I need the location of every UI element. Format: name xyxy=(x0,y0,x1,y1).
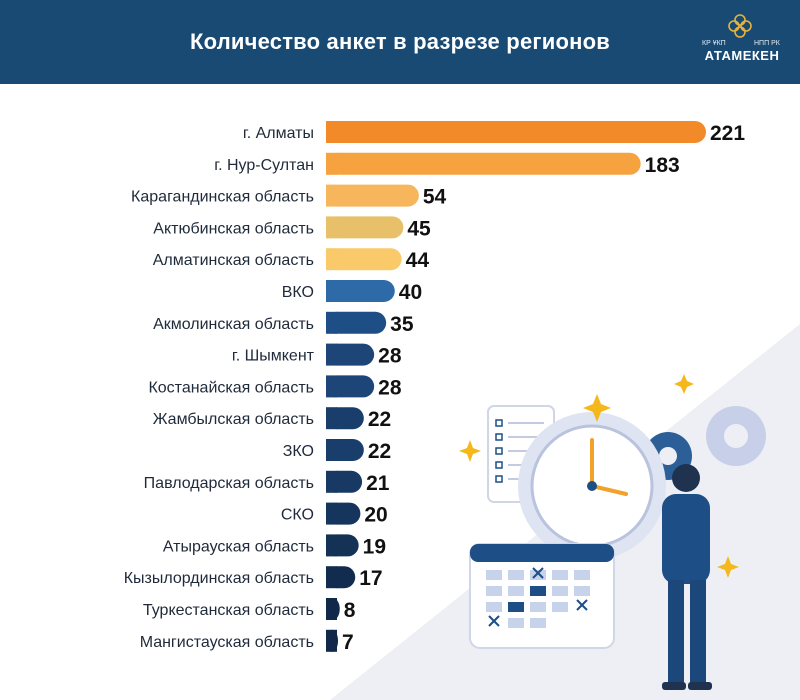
category-label: г. Нур-Султан xyxy=(214,157,314,174)
bar-base xyxy=(326,375,337,398)
bar-base xyxy=(326,216,337,239)
category-label: Алматинская область xyxy=(153,252,314,269)
calendar-icon xyxy=(469,543,615,649)
category-label: Мангистауская область xyxy=(140,634,314,651)
bar-base xyxy=(326,439,337,461)
bar-base xyxy=(326,407,337,430)
bar-base xyxy=(326,502,337,525)
bar-base xyxy=(326,534,337,557)
category-label: СКО xyxy=(281,507,314,524)
sparkle-icon xyxy=(459,374,739,578)
logo-name: АТАМЕКЕН xyxy=(704,48,780,63)
bar xyxy=(326,248,402,271)
bar xyxy=(326,152,641,175)
category-label: г. Алматы xyxy=(243,125,314,142)
bar-base xyxy=(326,248,337,271)
value-label: 17 xyxy=(359,567,382,590)
bar-base xyxy=(326,629,337,652)
value-label: 22 xyxy=(368,408,391,431)
bar-base xyxy=(326,470,337,493)
clock-calendar-illustration xyxy=(459,374,766,690)
bar xyxy=(326,375,375,398)
category-label: Жамбылская область xyxy=(153,411,314,428)
value-label: 7 xyxy=(342,631,354,654)
atameken-logo-icon xyxy=(728,14,752,38)
category-label: Туркестанская область xyxy=(143,602,314,619)
value-label: 20 xyxy=(364,504,387,527)
value-label: 44 xyxy=(406,249,430,272)
value-label: 40 xyxy=(399,281,422,304)
value-label: 19 xyxy=(363,535,386,558)
category-label: Акмолинская область xyxy=(153,316,314,333)
bar-base xyxy=(326,152,337,175)
value-label: 21 xyxy=(366,472,390,495)
value-label: 221 xyxy=(710,122,745,145)
value-label: 8 xyxy=(344,599,356,622)
page-title: Количество анкет в разрезе регионов xyxy=(190,29,610,54)
bar-chart: г. Алматы 221 г. Нур-Султан 183 Карагандинск… xyxy=(124,121,745,654)
header-bar: Количество анкет в разрезе регионов КР Ұ… xyxy=(0,0,800,84)
value-label: 45 xyxy=(407,217,431,240)
bar xyxy=(326,343,375,366)
category-label: г. Шымкент xyxy=(232,348,315,365)
category-label: ВКО xyxy=(282,284,314,301)
bar-base xyxy=(326,184,337,207)
value-label: 54 xyxy=(423,186,447,209)
category-label: Костанайская область xyxy=(148,379,314,396)
bar-base xyxy=(326,343,337,366)
bar xyxy=(326,184,419,207)
bar-base xyxy=(326,598,337,620)
bar-base xyxy=(326,280,337,302)
category-label: Карагандинская область xyxy=(131,189,314,206)
clock-icon xyxy=(518,412,666,560)
bar-base xyxy=(326,311,337,334)
category-label: Кызылординская область xyxy=(124,570,314,587)
value-label: 28 xyxy=(378,376,402,399)
value-label: 35 xyxy=(390,313,414,336)
bar xyxy=(326,216,404,239)
person-figure-icon xyxy=(662,464,712,690)
value-label: 28 xyxy=(378,345,402,368)
category-label: Атырауская область xyxy=(163,538,314,555)
category-label: Павлодарская область xyxy=(144,475,314,492)
value-label: 183 xyxy=(645,154,680,177)
bar-base xyxy=(326,566,337,589)
category-label: ЗКО xyxy=(283,443,314,460)
bar xyxy=(326,280,395,302)
category-label: Актюбинская область xyxy=(153,220,314,237)
bar-base xyxy=(326,121,337,143)
logo-caption-kz: КР ҰКП xyxy=(702,40,726,47)
value-label: 22 xyxy=(368,440,391,463)
bar xyxy=(326,121,706,143)
logo-caption-ru: НПП РК xyxy=(754,40,780,47)
bar xyxy=(326,311,387,334)
atameken-logo: КР ҰКП НПП РК АТАМЕКЕН xyxy=(700,12,784,74)
